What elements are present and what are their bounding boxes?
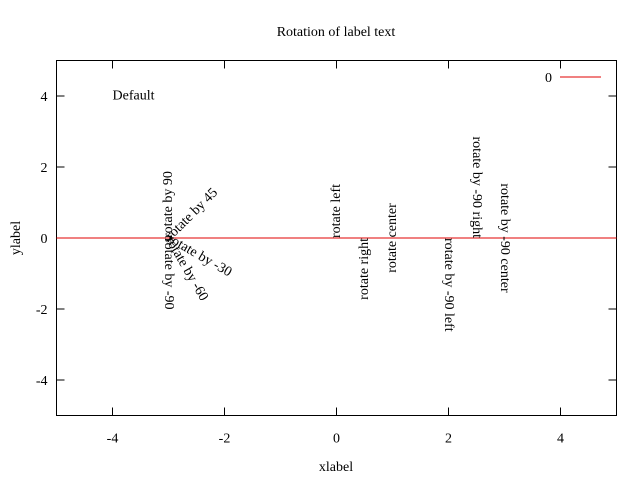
x-tick-label: -2 — [219, 432, 231, 447]
legend-label: 0 — [545, 71, 552, 86]
annotation-label: rotate left — [329, 184, 344, 238]
axis-ticks: -4 -2 0 2 4 -4 -2 0 2 4 — [36, 60, 617, 447]
x-tick-label: 4 — [557, 432, 564, 447]
annotation-label: rotate right — [357, 238, 372, 300]
annotation-label: rotate by 90 — [161, 171, 176, 238]
y-tick-label: -2 — [36, 303, 48, 318]
x-tick-label: -4 — [107, 432, 119, 447]
y-tick-label: -4 — [36, 374, 48, 389]
annotation-label: rotate center — [385, 203, 400, 273]
annotation-label: rotate by -90 center — [497, 183, 512, 293]
chart-title: Rotation of label text — [277, 25, 396, 40]
y-axis-label: ylabel — [9, 221, 24, 255]
y-tick-label: 4 — [41, 90, 48, 105]
y-tick-label: 2 — [41, 161, 48, 176]
annotation-label: rotate by -90 right — [469, 137, 484, 239]
annotation-label: Default — [113, 89, 155, 104]
legend: 0 — [545, 71, 601, 86]
x-axis-label: xlabel — [319, 460, 353, 475]
x-tick-label: 2 — [445, 432, 452, 447]
annotation-label: rotate by -90 left — [441, 238, 456, 332]
y-tick-label: 0 — [41, 232, 48, 247]
annotation-label: rotate by -90 — [161, 238, 176, 310]
x-tick-label: 0 — [333, 432, 340, 447]
